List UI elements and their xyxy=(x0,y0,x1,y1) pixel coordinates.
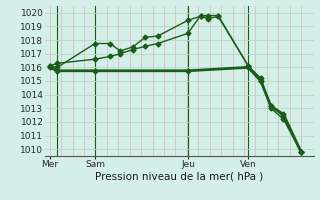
X-axis label: Pression niveau de la mer( hPa ): Pression niveau de la mer( hPa ) xyxy=(95,172,263,182)
